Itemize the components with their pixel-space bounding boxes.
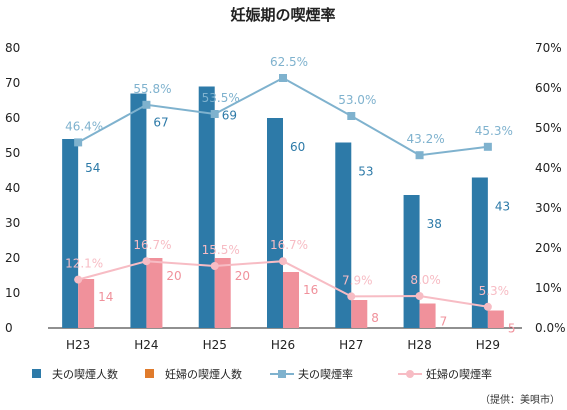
left-tick-label: 40: [5, 181, 20, 195]
line-value-label: 45.3%: [475, 124, 513, 138]
bar: [487, 310, 504, 328]
chart-title: 妊娠期の喫煙率: [230, 6, 335, 24]
bars: [62, 86, 504, 328]
legend-marker: [406, 370, 414, 378]
right-tick-label: 30%: [535, 201, 562, 215]
line-marker: [279, 74, 287, 82]
bar: [78, 279, 95, 328]
line-value-label: 12.1%: [65, 257, 103, 271]
bar-value-label: 16: [303, 283, 318, 297]
line-value-label: 5.3%: [479, 284, 510, 298]
line-value-label: 16.7%: [270, 238, 308, 252]
left-tick-label: 50: [5, 146, 20, 160]
legend-marker: [278, 370, 286, 378]
bar: [351, 300, 368, 328]
line-marker: [74, 138, 83, 147]
left-tick-label: 60: [5, 111, 20, 125]
category-label: H28: [407, 338, 431, 352]
bar: [214, 258, 231, 328]
line-marker: [210, 262, 219, 270]
line-marker: [142, 257, 151, 266]
bar-value-label: 60: [290, 140, 305, 154]
bar-value-label: 43: [495, 200, 510, 214]
line-marker: [483, 302, 492, 311]
right-tick-label: 40%: [535, 161, 562, 175]
line-value-label: 62.5%: [270, 55, 308, 69]
right-tick-label: 70%: [535, 41, 562, 55]
bar: [146, 258, 163, 328]
data-labels: 54 67 69 60 53 38 43 14 20 20 16 8 7 5 46.4% 55.8% 53.5%…: [65, 55, 515, 336]
line-marker: [483, 142, 492, 151]
legend-marker: [145, 369, 154, 378]
category-label: H23: [66, 338, 90, 352]
legend-label: 妊婦の喫煙人数: [165, 367, 242, 381]
bar: [198, 86, 215, 328]
bar-value-label: 69: [222, 109, 237, 123]
bar-value-label: 20: [235, 269, 250, 283]
left-tick-label: 30: [5, 216, 20, 230]
line-marker: [347, 292, 356, 301]
line-value-label: 16.7%: [133, 238, 171, 252]
category-label: H25: [203, 338, 227, 352]
bar: [403, 195, 420, 328]
legend-label: 夫の喫煙率: [298, 367, 353, 381]
left-tick-label: 10: [5, 286, 20, 300]
bar-value-label: 8: [371, 311, 379, 325]
bar-value-label: 14: [98, 290, 113, 304]
bar: [267, 118, 283, 328]
right-tick-label: 10%: [535, 281, 562, 295]
right-tick-label: 0.0%: [535, 321, 566, 335]
line-value-label: 15.5%: [202, 243, 240, 257]
category-labels: H23 H24 H25 H26 H27 H28 H29: [66, 338, 500, 352]
bar-value-label: 5: [508, 322, 516, 336]
bar-value-label: 20: [166, 269, 181, 283]
legend: 夫の喫煙人数 妊婦の喫煙人数 夫の喫煙率 妊婦の喫煙率: [32, 367, 492, 381]
line-marker: [142, 100, 151, 109]
left-tick-label: 20: [5, 251, 20, 265]
line-value-label: 7.9%: [342, 273, 373, 287]
line-value-label: 55.8%: [133, 82, 171, 96]
line-marker: [347, 112, 356, 120]
left-tick-label: 0: [5, 321, 13, 335]
line-marker: [415, 292, 424, 300]
bar-value-label: 67: [153, 116, 168, 130]
legend-label: 夫の喫煙人数: [52, 368, 118, 381]
line-marker: [415, 151, 424, 160]
line-value-label: 8.0%: [410, 273, 441, 287]
legend-marker: [32, 369, 41, 378]
line-marker: [279, 257, 287, 266]
line-value-label: 53.5%: [202, 91, 240, 105]
source-note: （提供：美唄市）: [480, 393, 560, 406]
category-label: H24: [134, 338, 158, 352]
category-label: H27: [339, 338, 363, 352]
bar: [471, 177, 488, 328]
bar: [335, 142, 352, 328]
lines: [74, 74, 492, 311]
right-axis-ticks: 0.0% 10% 20% 30% 40% 50% 60% 70%: [535, 41, 566, 335]
line-value-label: 46.4%: [65, 119, 103, 133]
left-tick-label: 70: [5, 76, 20, 90]
bar: [130, 93, 147, 328]
bar: [283, 272, 299, 328]
category-label: H26: [271, 338, 295, 352]
bar: [62, 139, 79, 328]
line-marker: [74, 275, 83, 284]
bar-value-label: 38: [427, 217, 442, 231]
line-value-label: 43.2%: [407, 132, 445, 146]
bar: [419, 303, 436, 328]
right-tick-label: 60%: [535, 81, 562, 95]
right-tick-label: 20%: [535, 241, 562, 255]
bar-value-label: 7: [440, 315, 448, 329]
left-tick-label: 80: [5, 41, 20, 55]
left-axis-ticks: 0 10 20 30 40 50 60 70 80: [5, 41, 20, 335]
line-value-label: 53.0%: [338, 93, 376, 107]
right-tick-label: 50%: [535, 121, 562, 135]
legend-label: 妊婦の喫煙率: [426, 367, 492, 381]
line-marker: [210, 110, 219, 118]
category-label: H29: [476, 338, 500, 352]
bar-value-label: 53: [358, 165, 373, 179]
bar-value-label: 54: [85, 161, 100, 175]
